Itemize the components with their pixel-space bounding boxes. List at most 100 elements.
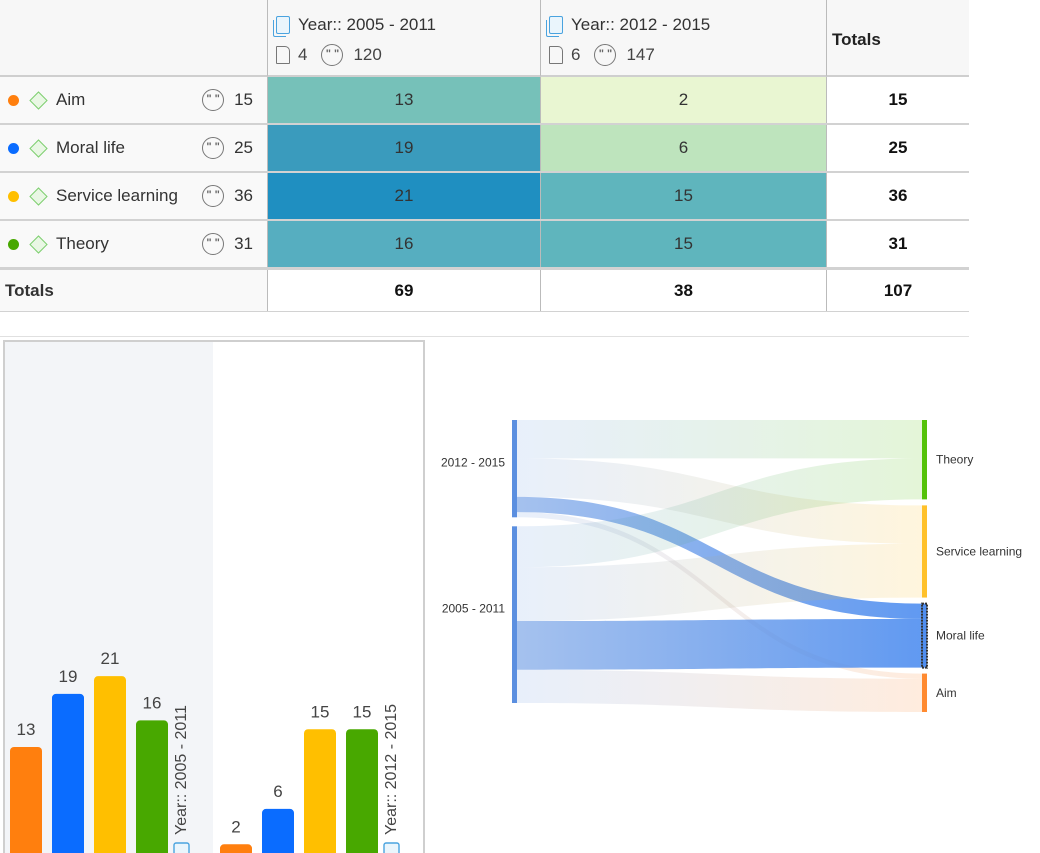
- sankey-target-label: Service learning: [936, 544, 1022, 558]
- code-color-dot: [8, 238, 19, 250]
- sankey-link[interactable]: [517, 420, 922, 459]
- totals-cell-2012-2015[interactable]: 38: [541, 270, 827, 311]
- bar-value-label: 13: [17, 720, 36, 739]
- code-count: 15: [234, 90, 253, 109]
- code-count: 31: [234, 234, 253, 253]
- quotation-count: 147: [626, 45, 655, 64]
- sankey-target-label: Moral life: [936, 629, 985, 643]
- sankey-source-node[interactable]: [512, 526, 517, 703]
- totals-row-label: Totals: [0, 270, 268, 311]
- table-row: Theory " " 31 16 15 31: [0, 221, 969, 269]
- bar-aim[interactable]: [220, 844, 252, 853]
- code-icon: [29, 234, 48, 254]
- bar-service-learning[interactable]: [94, 676, 126, 853]
- category-label: Year:: 2012 - 2015: [383, 704, 400, 853]
- document-count: 6: [571, 45, 581, 64]
- row-header-theory[interactable]: Theory " " 31: [0, 221, 268, 267]
- sankey-target-label: Aim: [936, 686, 957, 700]
- code-icon: [29, 138, 48, 158]
- quotation-icon: " ": [202, 233, 225, 255]
- quotation-icon: " ": [594, 44, 617, 66]
- column-title: Year:: 2005 - 2011: [298, 15, 437, 34]
- sankey-source-label: 2012 - 2015: [441, 456, 505, 470]
- document-icon: [276, 46, 290, 64]
- section-divider: [0, 336, 969, 337]
- sankey-target-node[interactable]: [921, 602, 928, 669]
- column-title: Year:: 2012 - 2015: [571, 15, 711, 34]
- quotation-icon: " ": [202, 89, 225, 111]
- bar-value-label: 15: [353, 702, 372, 721]
- row-header-service-learning[interactable]: Service learning " " 36: [0, 173, 268, 219]
- cell-moral-life-2005-2011[interactable]: 19: [268, 125, 541, 171]
- table-corner: [0, 0, 268, 77]
- document-group-icon: [383, 842, 400, 853]
- bar-value-label: 6: [273, 782, 282, 801]
- row-header-moral-life[interactable]: Moral life " " 25: [0, 125, 268, 171]
- bar-value-label: 2: [231, 817, 240, 836]
- bar-service-learning[interactable]: [304, 729, 336, 853]
- table-row: Service learning " " 36 21 15 36: [0, 173, 969, 221]
- cell-moral-life-2012-2015[interactable]: 6: [541, 125, 827, 171]
- sankey-target-node[interactable]: [922, 673, 927, 712]
- row-header-aim[interactable]: Aim " " 15: [0, 77, 268, 123]
- bar-moral-life[interactable]: [262, 808, 294, 853]
- document-group-icon: [173, 842, 190, 853]
- document-group-icon: [273, 16, 290, 37]
- bar-value-label: 19: [59, 667, 78, 686]
- cell-theory-2005-2011[interactable]: 16: [268, 221, 541, 267]
- code-icon: [29, 186, 48, 206]
- code-count: 25: [234, 138, 253, 157]
- quotation-icon: " ": [202, 185, 225, 207]
- sankey-target-node[interactable]: [922, 420, 927, 500]
- quotation-icon: " ": [202, 137, 225, 159]
- sankey-link[interactable]: [517, 618, 922, 670]
- code-color-dot: [8, 142, 19, 154]
- code-name: Moral life: [56, 138, 125, 157]
- code-color-dot: [8, 94, 19, 106]
- code-icon: [29, 90, 48, 110]
- category-text: Year:: 2005 - 2011: [173, 705, 190, 835]
- column-header-totals: Totals: [827, 0, 969, 77]
- bar-aim[interactable]: [10, 746, 42, 853]
- totals-cell-2005-2011[interactable]: 69: [268, 270, 541, 311]
- category-text: Year:: 2012 - 2015: [383, 704, 400, 835]
- row-total-moral-life: 25: [827, 125, 969, 171]
- sankey-target-label: Theory: [936, 453, 973, 467]
- column-header-2012-2015[interactable]: Year:: 2012 - 2015 6 " " 147: [541, 0, 827, 77]
- bar-theory[interactable]: [346, 729, 378, 853]
- sankey-link[interactable]: [517, 669, 922, 712]
- sankey-link[interactable]: [517, 543, 922, 622]
- grand-total-cell: 107: [827, 270, 969, 311]
- code-count: 36: [234, 186, 253, 205]
- column-header-2005-2011[interactable]: Year:: 2005 - 2011 4 " " 120: [268, 0, 541, 77]
- quotation-count: 120: [353, 45, 382, 64]
- cell-theory-2012-2015[interactable]: 15: [541, 221, 827, 267]
- cell-service-learning-2005-2011[interactable]: 21: [268, 173, 541, 219]
- bar-value-label: 15: [311, 702, 330, 721]
- sankey-source-label: 2005 - 2011: [442, 602, 505, 616]
- cell-service-learning-2012-2015[interactable]: 15: [541, 173, 827, 219]
- row-total-theory: 31: [827, 221, 969, 267]
- code-name: Service learning: [56, 186, 178, 205]
- sankey-source-node[interactable]: [512, 420, 517, 518]
- bar-theory[interactable]: [136, 720, 168, 853]
- cell-aim-2012-2015[interactable]: 2: [541, 77, 827, 123]
- document-group-icon: [546, 16, 563, 37]
- sankey-diagram: 2012 - 2015 2005 - 2011 Theory Service lear…: [441, 420, 1022, 712]
- sankey-target-node[interactable]: [922, 505, 927, 598]
- totals-row: Totals 69 38 107: [0, 269, 969, 312]
- table-row: Aim " " 15 13 2 15: [0, 77, 969, 125]
- category-label: Year:: 2005 - 2011: [173, 705, 190, 853]
- bar-value-label: 21: [101, 649, 120, 668]
- code-color-dot: [8, 190, 19, 202]
- bar-moral-life[interactable]: [52, 693, 84, 853]
- table-row: Moral life " " 25 19 6 25: [0, 125, 969, 173]
- cell-aim-2005-2011[interactable]: 13: [268, 77, 541, 123]
- document-count: 4: [298, 45, 308, 64]
- row-total-aim: 15: [827, 77, 969, 123]
- quotation-icon: " ": [321, 44, 344, 66]
- sankey-link[interactable]: [517, 458, 922, 568]
- code-name: Theory: [56, 234, 109, 253]
- bar-value-label: 16: [143, 693, 162, 712]
